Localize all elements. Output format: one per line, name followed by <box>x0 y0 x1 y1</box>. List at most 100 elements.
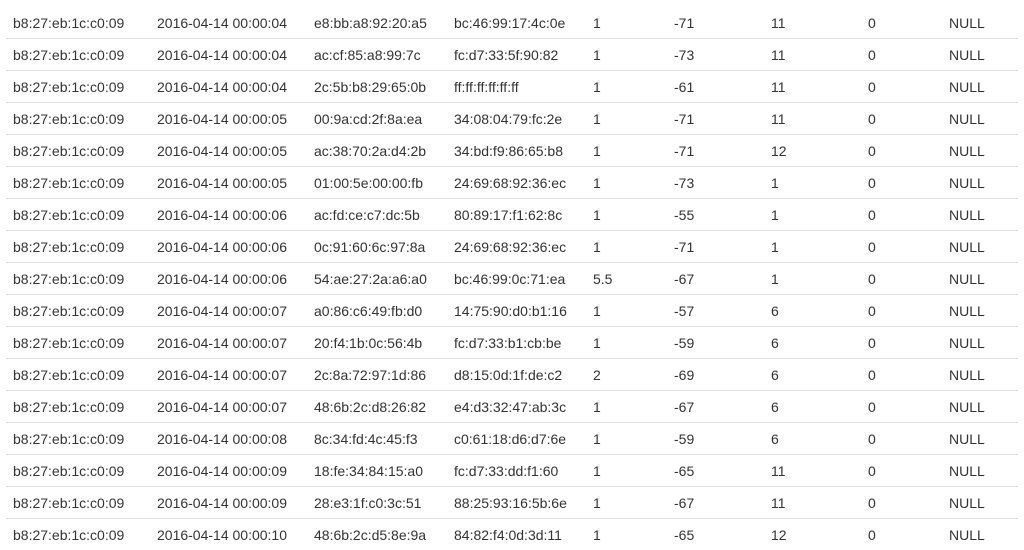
dest-mac-cell: bc:46:99:17:4c:0e <box>454 7 593 39</box>
signal-cell: -71 <box>674 231 771 263</box>
null-cell: NULL <box>949 263 1018 295</box>
device-mac-cell: b8:27:eb:1c:c0:09 <box>6 391 157 423</box>
rate-cell: 1 <box>593 391 674 423</box>
channel-cell: 1 <box>771 231 868 263</box>
device-mac-cell: b8:27:eb:1c:c0:09 <box>6 199 157 231</box>
signal-cell: -69 <box>674 359 771 391</box>
source-mac-cell: 01:00:5e:00:00:fb <box>314 167 454 199</box>
rate-cell: 1 <box>593 327 674 359</box>
source-mac-cell: 00:9a:cd:2f:8a:ea <box>314 103 454 135</box>
signal-cell: -65 <box>674 455 771 487</box>
flag-cell: 0 <box>868 7 949 39</box>
dest-mac-cell: 80:89:17:f1:62:8c <box>454 199 593 231</box>
rate-cell: 2 <box>593 359 674 391</box>
rate-cell: 1 <box>593 231 674 263</box>
source-mac-cell: 8c:34:fd:4c:45:f3 <box>314 423 454 455</box>
flag-cell: 0 <box>868 135 949 167</box>
dest-mac-cell: 34:08:04:79:fc:2e <box>454 103 593 135</box>
flag-cell: 0 <box>868 199 949 231</box>
source-mac-cell: ac:cf:85:a8:99:7c <box>314 39 454 71</box>
source-mac-cell: ac:fd:ce:c7:dc:5b <box>314 199 454 231</box>
signal-cell: -59 <box>674 327 771 359</box>
dest-mac-cell: 34:bd:f9:86:65:b8 <box>454 135 593 167</box>
null-cell: NULL <box>949 135 1018 167</box>
source-mac-cell: a0:86:c6:49:fb:d0 <box>314 295 454 327</box>
timestamp-cell: 2016-04-14 00:00:06 <box>157 199 314 231</box>
device-mac-cell: b8:27:eb:1c:c0:09 <box>6 327 157 359</box>
null-cell: NULL <box>949 455 1018 487</box>
signal-cell: -67 <box>674 391 771 423</box>
signal-cell: -71 <box>674 7 771 39</box>
source-mac-cell: e8:bb:a8:92:20:a5 <box>314 7 454 39</box>
source-mac-cell: 48:6b:2c:d5:8e:9a <box>314 519 454 550</box>
channel-cell: 11 <box>771 455 868 487</box>
rate-cell: 1 <box>593 199 674 231</box>
null-cell: NULL <box>949 423 1018 455</box>
timestamp-cell: 2016-04-14 00:00:09 <box>157 455 314 487</box>
channel-cell: 6 <box>771 295 868 327</box>
timestamp-cell: 2016-04-14 00:00:04 <box>157 39 314 71</box>
timestamp-cell: 2016-04-14 00:00:08 <box>157 423 314 455</box>
source-mac-cell: 2c:5b:b8:29:65:0b <box>314 71 454 103</box>
dest-mac-cell: fc:d7:33:5f:90:82 <box>454 39 593 71</box>
dest-mac-cell: 88:25:93:16:5b:6e <box>454 487 593 519</box>
rate-cell: 1 <box>593 487 674 519</box>
null-cell: NULL <box>949 39 1018 71</box>
null-cell: NULL <box>949 391 1018 423</box>
rate-cell: 1 <box>593 519 674 550</box>
null-cell: NULL <box>949 231 1018 263</box>
null-cell: NULL <box>949 199 1018 231</box>
device-mac-cell: b8:27:eb:1c:c0:09 <box>6 423 157 455</box>
channel-cell: 6 <box>771 423 868 455</box>
signal-cell: -71 <box>674 135 771 167</box>
signal-cell: -67 <box>674 487 771 519</box>
flag-cell: 0 <box>868 391 949 423</box>
flag-cell: 0 <box>868 39 949 71</box>
timestamp-cell: 2016-04-14 00:00:05 <box>157 167 314 199</box>
source-mac-cell: 18:fe:34:84:15:a0 <box>314 455 454 487</box>
dest-mac-cell: c0:61:18:d6:d7:6e <box>454 423 593 455</box>
null-cell: NULL <box>949 295 1018 327</box>
flag-cell: 0 <box>868 71 949 103</box>
device-mac-cell: b8:27:eb:1c:c0:09 <box>6 71 157 103</box>
flag-cell: 0 <box>868 231 949 263</box>
flag-cell: 0 <box>868 263 949 295</box>
source-mac-cell: 54:ae:27:2a:a6:a0 <box>314 263 454 295</box>
channel-cell: 11 <box>771 103 868 135</box>
timestamp-cell: 2016-04-14 00:00:05 <box>157 103 314 135</box>
rate-cell: 1 <box>593 71 674 103</box>
timestamp-cell: 2016-04-14 00:00:07 <box>157 359 314 391</box>
channel-cell: 6 <box>771 391 868 423</box>
signal-cell: -55 <box>674 199 771 231</box>
rate-cell: 1 <box>593 455 674 487</box>
null-cell: NULL <box>949 327 1018 359</box>
dest-mac-cell: e4:d3:32:47:ab:3c <box>454 391 593 423</box>
null-cell: NULL <box>949 487 1018 519</box>
channel-cell: 12 <box>771 135 868 167</box>
null-cell: NULL <box>949 519 1018 550</box>
dest-mac-cell: 14:75:90:d0:b1:16 <box>454 295 593 327</box>
source-mac-cell: ac:38:70:2a:d4:2b <box>314 135 454 167</box>
timestamp-cell: 2016-04-14 00:00:07 <box>157 295 314 327</box>
signal-cell: -71 <box>674 103 771 135</box>
timestamp-cell: 2016-04-14 00:00:10 <box>157 519 314 550</box>
signal-cell: -61 <box>674 71 771 103</box>
null-cell: NULL <box>949 71 1018 103</box>
dest-mac-cell: 84:82:f4:0d:3d:11 <box>454 519 593 550</box>
flag-cell: 0 <box>868 455 949 487</box>
dest-mac-cell: bc:46:99:0c:71:ea <box>454 263 593 295</box>
device-mac-cell: b8:27:eb:1c:c0:09 <box>6 167 157 199</box>
dest-mac-cell: d8:15:0d:1f:de:c2 <box>454 359 593 391</box>
null-cell: NULL <box>949 359 1018 391</box>
channel-cell: 11 <box>771 487 868 519</box>
